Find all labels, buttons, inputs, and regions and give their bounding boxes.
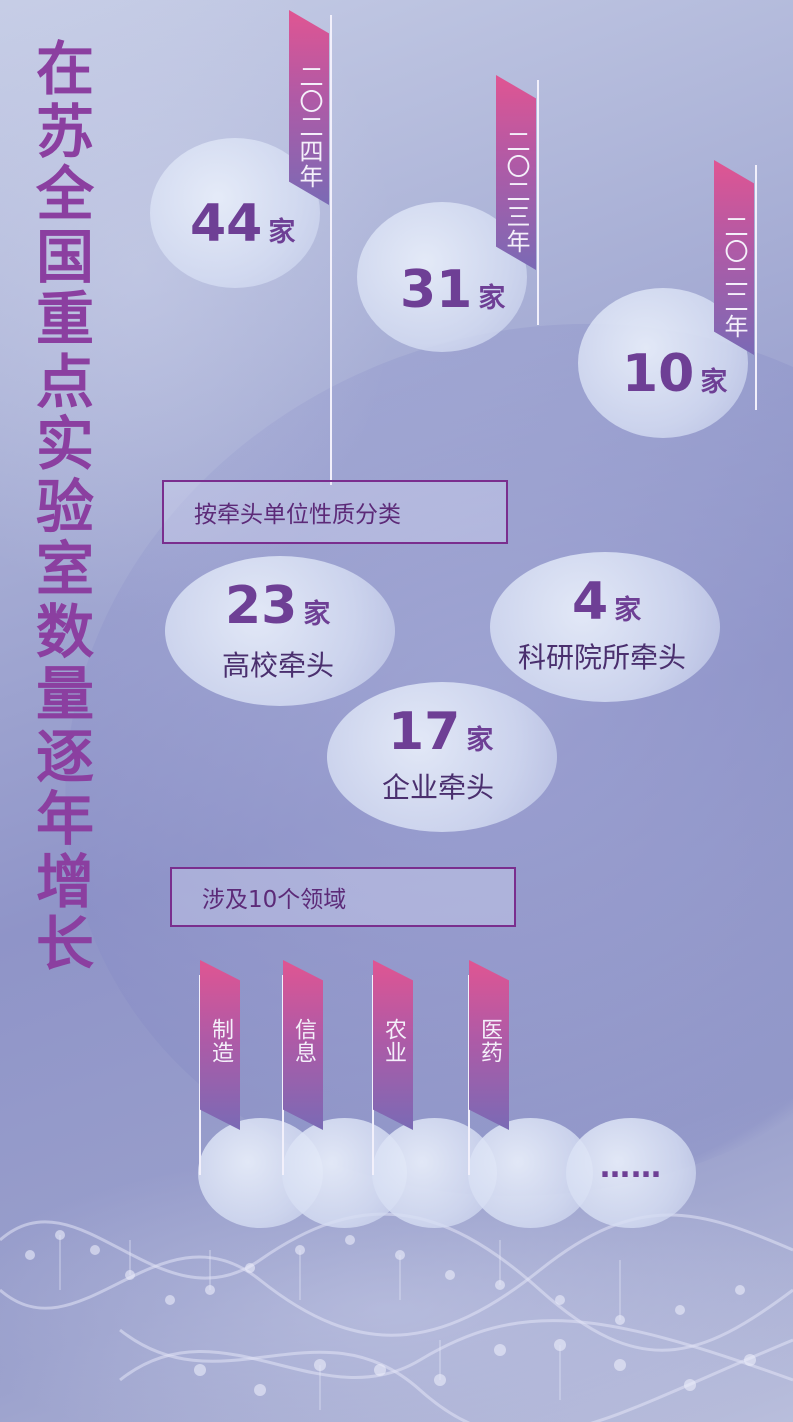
- year-2022-label: 二〇二二年: [720, 214, 748, 339]
- lead-university-label: 高校牵头: [222, 649, 335, 682]
- year-2024-pole: [330, 15, 332, 485]
- year-2022-count: 10 家: [622, 348, 727, 400]
- title-char: 在: [35, 35, 94, 103]
- count-unit: 家: [478, 283, 506, 314]
- fields-heading: 涉及10个领域: [170, 867, 516, 927]
- count-unit: 家: [700, 367, 728, 398]
- title-char: 点: [35, 347, 94, 416]
- lead-type-heading: 按牵头单位性质分类: [162, 480, 508, 544]
- count-value: 4: [572, 572, 609, 632]
- field-flag-manufacturing: 制造: [200, 960, 240, 1130]
- title-char: 室: [35, 535, 94, 603]
- count-unit: 家: [614, 595, 642, 626]
- count-unit: 家: [466, 725, 494, 756]
- title-char: 苏: [35, 97, 94, 166]
- year-2023-flag: 二〇二三年: [496, 75, 536, 270]
- field-label: 制造: [208, 1018, 233, 1064]
- count-value: 44: [190, 194, 263, 254]
- year-2022-flag: 二〇二二年: [714, 160, 754, 355]
- count-value: 23: [225, 576, 298, 636]
- title-char: 重: [35, 285, 94, 353]
- lead-university-circle: [165, 556, 395, 706]
- field-flag-medicine: 医药: [469, 960, 509, 1130]
- title-char: 全: [35, 160, 94, 228]
- lead-enterprise-circle: [327, 682, 557, 832]
- field-label: 信息: [291, 1018, 316, 1064]
- year-2024-count: 44 家: [190, 198, 295, 250]
- count-value: 10: [622, 344, 695, 404]
- lead-institute-circle: [490, 552, 720, 702]
- count-unit: 家: [303, 599, 331, 630]
- count-unit: 家: [268, 217, 296, 248]
- title-char: 数: [35, 597, 94, 666]
- title-char: 增: [35, 847, 94, 916]
- title-char: 年: [35, 785, 94, 853]
- lead-university-count: 23 家: [225, 580, 330, 632]
- lead-type-heading-text: 按牵头单位性质分类: [194, 502, 401, 528]
- year-2023-pole: [537, 80, 539, 325]
- title-char: 实: [35, 410, 94, 478]
- title-char: 验: [35, 472, 94, 541]
- year-2024-label: 二〇二四年: [295, 64, 323, 189]
- lead-institute-label: 科研院所牵头: [518, 641, 687, 674]
- year-2024-flag: 二〇二四年: [289, 10, 329, 205]
- field-flag-information: 信息: [283, 960, 323, 1130]
- page-title: 在 苏 全 国 重 点 实 验 室 数 量 逐 年 增 长: [30, 38, 100, 976]
- more-fields-ellipsis: ……: [600, 1150, 662, 1185]
- count-value: 31: [400, 260, 473, 320]
- year-2023-count: 31 家: [400, 264, 505, 316]
- fields-heading-text: 涉及10个领域: [202, 887, 347, 913]
- field-circle-more: [566, 1118, 696, 1228]
- field-flag-agriculture: 农业: [373, 960, 413, 1130]
- lead-enterprise-count: 17 家: [388, 706, 493, 758]
- field-label: 农业: [381, 1018, 406, 1064]
- count-value: 17: [388, 702, 461, 762]
- title-char: 逐: [35, 722, 94, 791]
- title-char: 国: [35, 222, 94, 291]
- title-char: 量: [35, 660, 94, 728]
- lead-enterprise-label: 企业牵头: [382, 771, 495, 804]
- year-2022-pole: [755, 165, 757, 410]
- field-label: 医药: [477, 1018, 502, 1064]
- title-char: 长: [35, 910, 94, 978]
- year-2023-label: 二〇二三年: [502, 129, 530, 254]
